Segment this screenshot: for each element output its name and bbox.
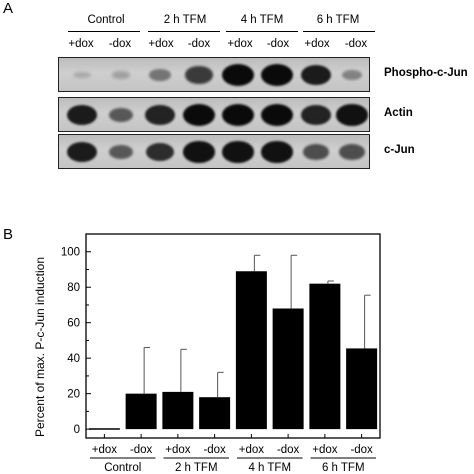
band [66, 104, 98, 126]
band [336, 104, 368, 126]
bar [235, 271, 267, 430]
bar [125, 393, 157, 430]
x-tick-label: -dox [203, 444, 226, 456]
band [261, 104, 293, 126]
band [183, 141, 215, 163]
group-label-control: Control [87, 14, 125, 26]
lane-label: +dox [304, 38, 330, 50]
plot-frame [85, 233, 381, 439]
band [148, 69, 172, 81]
group-underline-2h [148, 31, 220, 32]
group-underline-control [68, 31, 140, 32]
band [341, 69, 363, 81]
band [108, 144, 134, 160]
band [261, 141, 293, 163]
panel-a-letter: A [3, 0, 14, 17]
band [301, 105, 331, 125]
bar-chart: Percent of max. P-c-Jun induction 0 20 40 6… [33, 233, 381, 474]
lane-label: -dox [187, 38, 211, 50]
y-axis-label: Percent of max. P-c-Jun induction [33, 257, 47, 437]
band [145, 105, 175, 125]
blot-phospho-c-jun [58, 57, 370, 92]
group-label-4h: 4 h TFM [240, 14, 284, 26]
bar [309, 283, 341, 430]
x-tick-label: +dox [92, 444, 118, 456]
panel-b-letter: B [3, 226, 14, 243]
x-tick-label: +dox [165, 444, 191, 456]
bar [162, 391, 194, 430]
band [339, 144, 365, 160]
bar [346, 348, 378, 430]
group-underline-4h [226, 31, 298, 32]
x-tick-label: +dox [312, 444, 338, 456]
band [185, 66, 213, 84]
blot-actin [58, 97, 370, 132]
x-group-label: 6 h TFM [322, 462, 365, 474]
lane-label: +dox [227, 38, 253, 50]
x-tick-label: -dox [350, 444, 373, 456]
group-label-2h: 2 h TFM [163, 14, 207, 26]
bar [199, 397, 231, 430]
band [108, 107, 134, 123]
blot-label-phospho-c-jun: Phospho-c-Jun [384, 67, 468, 79]
x-tick-label: -dox [277, 444, 300, 456]
band [222, 64, 254, 86]
group-label-6h: 6 h TFM [316, 14, 360, 26]
lane-label: -dox [108, 38, 132, 50]
blot-label-c-jun: c-Jun [384, 144, 415, 156]
y-tick-label: 80 [67, 282, 80, 294]
band [303, 144, 329, 160]
x-axis: +dox -dox +dox -dox +dox -dox +dox -dox Control 2… [90, 434, 376, 474]
band [73, 71, 91, 79]
band [222, 104, 254, 126]
x-group-label: 4 h TFM [248, 462, 291, 474]
band [300, 64, 332, 86]
y-tick-label: 20 [67, 389, 80, 401]
y-tick-label: 60 [67, 318, 80, 330]
bar [88, 428, 120, 430]
x-tick-label: +dox [239, 444, 265, 456]
lane-label: -dox [266, 38, 290, 50]
band [261, 64, 293, 86]
bar [272, 308, 304, 430]
x-group-label: Control [104, 462, 141, 474]
group-underline-6h [303, 31, 375, 32]
y-axis: 0 20 40 60 80 100 [61, 247, 91, 436]
lane-label: -dox [344, 38, 368, 50]
band [145, 142, 175, 162]
y-tick-label: 40 [67, 353, 80, 365]
bars [88, 254, 378, 430]
blot-label-actin: Actin [384, 107, 413, 119]
y-tick-label: 0 [74, 424, 80, 436]
lane-label: +dox [148, 38, 174, 50]
lane-label: +dox [68, 38, 94, 50]
x-tick-label: -dox [130, 444, 153, 456]
band [112, 71, 130, 79]
blot-c-jun [58, 134, 370, 169]
y-tick-label: 100 [61, 247, 80, 259]
band [222, 141, 254, 163]
band [183, 104, 215, 126]
x-group-label: 2 h TFM [175, 462, 218, 474]
band [66, 141, 98, 163]
